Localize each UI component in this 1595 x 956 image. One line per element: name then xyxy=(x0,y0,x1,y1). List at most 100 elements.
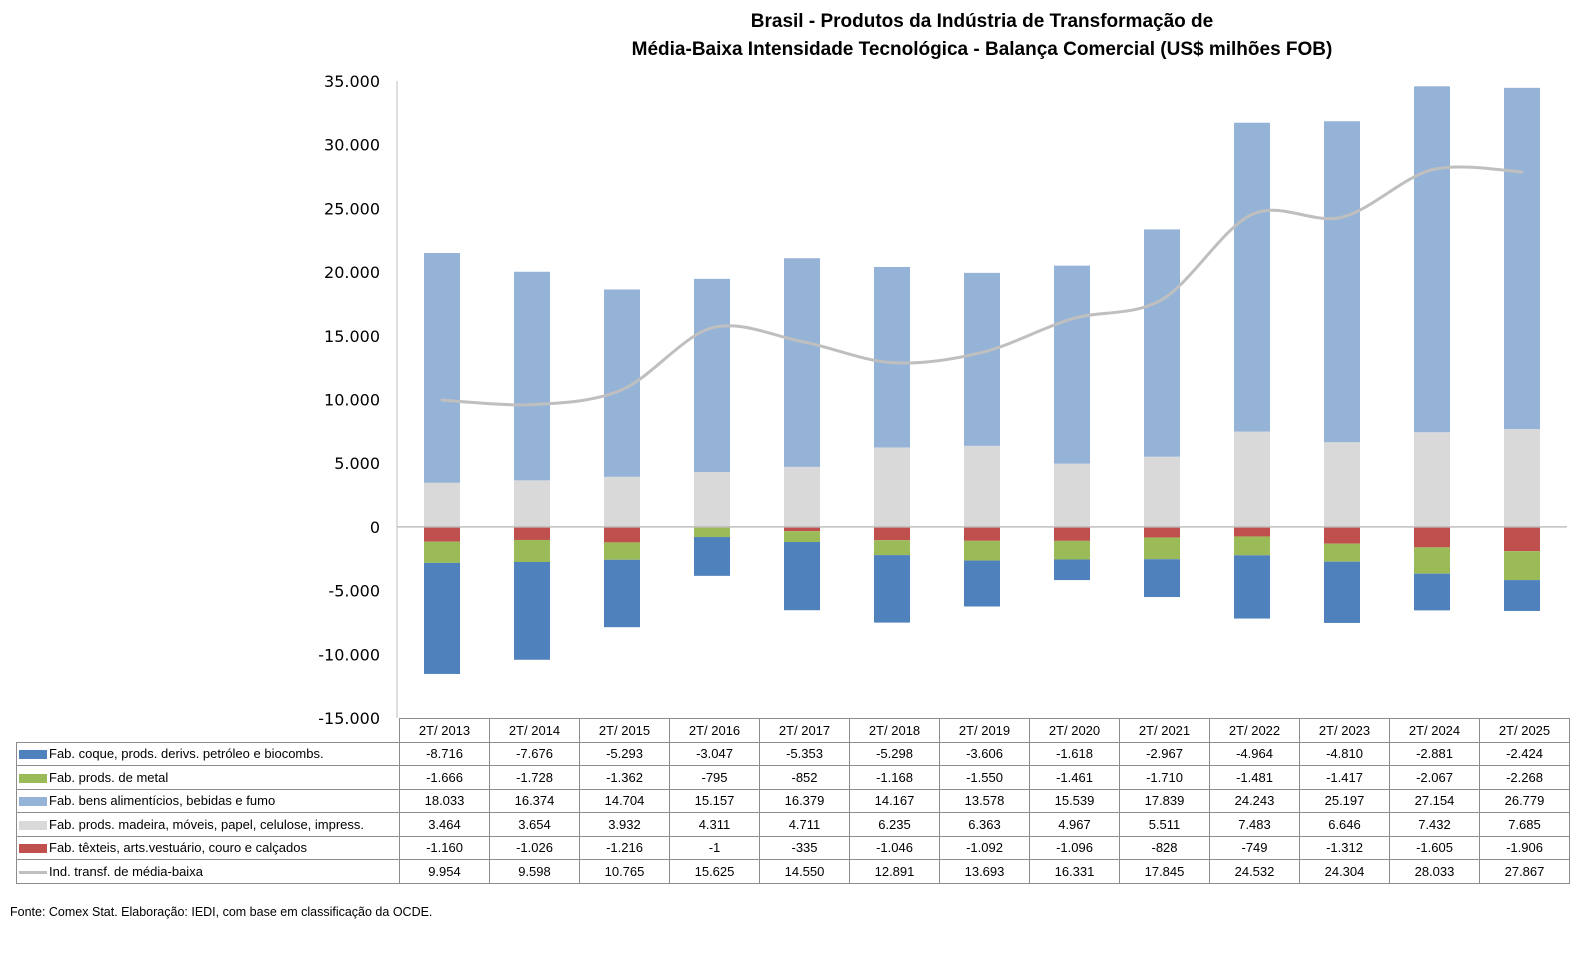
x-tick-label: 2T/ 2019 xyxy=(939,718,1030,743)
bar-segment xyxy=(604,476,640,527)
legend-swatch xyxy=(19,750,47,760)
y-tick-label: 0 xyxy=(370,518,380,537)
bar-segment xyxy=(1144,456,1180,527)
data-label: -1.605 xyxy=(1389,835,1480,860)
bar-segment xyxy=(784,531,820,543)
data-label: 14.704 xyxy=(579,788,670,813)
bar-segment xyxy=(1414,547,1450,574)
bar-segment xyxy=(1234,122,1270,432)
bar-segment xyxy=(1414,432,1450,527)
legend-entry: Fab. coque, prods. derivs. petróleo e bi… xyxy=(16,741,400,766)
data-label: 9.598 xyxy=(489,859,580,884)
data-label: -1.417 xyxy=(1299,765,1390,790)
bar-segment xyxy=(784,542,820,611)
data-label: 13.578 xyxy=(939,788,1030,813)
data-label: -1.666 xyxy=(399,765,490,790)
data-label: -1.092 xyxy=(939,835,1030,860)
x-tick-label: 2T/ 2023 xyxy=(1299,718,1390,743)
y-axis: 35.000 30.000 25.000 20.000 15.000 10.000 5.00… xyxy=(318,72,380,728)
y-tick-label: 35.000 xyxy=(324,72,380,91)
bar-segment xyxy=(1054,265,1090,464)
bar-segment xyxy=(1504,580,1540,611)
bar-segment xyxy=(1324,526,1360,544)
data-label: 6.646 xyxy=(1299,812,1390,837)
bar-segment xyxy=(604,526,640,543)
data-label: 15.157 xyxy=(669,788,760,813)
bar-segment xyxy=(1324,561,1360,623)
legend-entry: Ind. transf. de média-baixa xyxy=(16,859,400,884)
data-label: 27.154 xyxy=(1389,788,1480,813)
data-label: 18.033 xyxy=(399,788,490,813)
data-label: -2.067 xyxy=(1389,765,1480,790)
x-tick-label: 2T/ 2017 xyxy=(759,718,850,743)
data-label: -335 xyxy=(759,835,850,860)
data-label: -2.881 xyxy=(1389,741,1480,766)
legend-entry: Fab. têxteis, arts.vestuário, couro e ca… xyxy=(16,835,400,860)
source-note: Fonte: Comex Stat. Elaboração: IEDI, com… xyxy=(10,905,433,919)
data-label: 6.363 xyxy=(939,812,1030,837)
x-tick-label: 2T/ 2018 xyxy=(849,718,940,743)
data-label: -1.618 xyxy=(1029,741,1120,766)
data-label: -5.293 xyxy=(579,741,670,766)
data-label: 14.550 xyxy=(759,859,850,884)
legend-label: Fab. prods. de metal xyxy=(49,769,169,785)
y-tick-label: 20.000 xyxy=(324,263,380,282)
bar-segment xyxy=(1054,540,1090,560)
bar-segment xyxy=(1144,559,1180,598)
bar-segment xyxy=(424,562,460,674)
chart-title: Brasil - Produtos da Indústria de Transf… xyxy=(397,8,1567,64)
data-label: -1.550 xyxy=(939,765,1030,790)
data-label: 16.331 xyxy=(1029,859,1120,884)
legend-label: Fab. prods. madeira, móveis, papel, celu… xyxy=(49,816,365,832)
data-label: -2.967 xyxy=(1119,741,1210,766)
bar-segment xyxy=(424,541,460,563)
data-label: -1.026 xyxy=(489,835,580,860)
data-label: 15.625 xyxy=(669,859,760,884)
y-tick-label: 5.000 xyxy=(334,454,380,473)
data-label: -1.362 xyxy=(579,765,670,790)
data-label: -1.160 xyxy=(399,835,490,860)
legend-entry: Fab. bens alimentícios, bebidas e fumo xyxy=(16,788,400,813)
y-tick-label: 15.000 xyxy=(324,327,380,346)
data-label: -1.906 xyxy=(1479,835,1570,860)
data-label: 24.304 xyxy=(1299,859,1390,884)
x-tick-label: 2T/ 2024 xyxy=(1389,718,1480,743)
data-label: 4.967 xyxy=(1029,812,1120,837)
data-label: 12.891 xyxy=(849,859,940,884)
bar-segment xyxy=(1324,543,1360,562)
y-tick-label: -10.000 xyxy=(318,645,380,664)
bar-segment xyxy=(964,560,1000,607)
legend-label: Ind. transf. de média-baixa xyxy=(49,863,203,879)
legend-swatch xyxy=(19,773,47,783)
table-row: Fab. prods. madeira, móveis, papel, celu… xyxy=(16,812,1570,837)
bar-segment xyxy=(514,561,550,660)
series-line-total xyxy=(440,165,1524,407)
bar-segment xyxy=(424,253,460,483)
bar-segment xyxy=(1144,229,1180,457)
x-tick-label: 2T/ 2025 xyxy=(1479,718,1570,743)
x-tick-label: 2T/ 2014 xyxy=(489,718,580,743)
data-label: 14.167 xyxy=(849,788,940,813)
bar-segment xyxy=(874,447,910,527)
legend-swatch xyxy=(19,820,47,830)
bar-segment xyxy=(1144,537,1180,560)
bar-segment xyxy=(1234,431,1270,527)
bar-segment xyxy=(1054,559,1090,581)
table-row: Ind. transf. de média-baixa 9.954 9.598 10.… xyxy=(16,859,1570,884)
bar-segment xyxy=(604,542,640,560)
bar-segment xyxy=(1504,87,1540,429)
data-label: 24.243 xyxy=(1209,788,1300,813)
bar-segment xyxy=(1504,526,1540,552)
legend-entry: Fab. prods. madeira, móveis, papel, celu… xyxy=(16,812,400,837)
data-label: -1.710 xyxy=(1119,765,1210,790)
data-label: -5.353 xyxy=(759,741,850,766)
data-label: 27.867 xyxy=(1479,859,1570,884)
data-label: -1.481 xyxy=(1209,765,1300,790)
table-row: Fab. prods. de metal -1.666 -1.728 -1.362 -7… xyxy=(16,765,1570,790)
bar-segment xyxy=(964,445,1000,527)
data-label: 25.197 xyxy=(1299,788,1390,813)
data-label: 7.685 xyxy=(1479,812,1570,837)
legend-label: Fab. têxteis, arts.vestuário, couro e ca… xyxy=(49,840,307,856)
data-label: 7.432 xyxy=(1389,812,1480,837)
